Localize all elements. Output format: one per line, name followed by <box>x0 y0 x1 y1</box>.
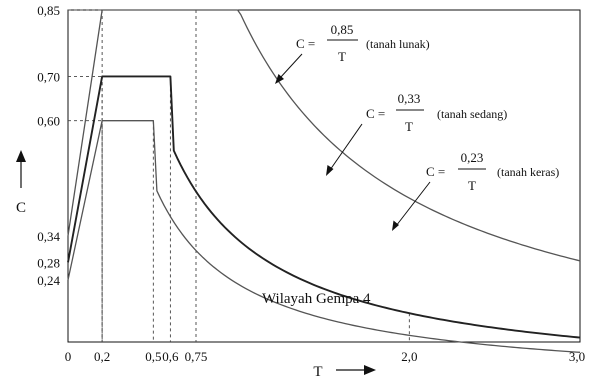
y-tick-label: 0,70 <box>37 69 60 84</box>
x-tick-label: 0,6 <box>162 349 179 364</box>
x-tick-labels: 0 0,2 0,5 0,6 0,75 2,0 3,0 <box>65 349 585 364</box>
pointer-arrow-keras-icon <box>392 181 431 231</box>
x-axis-label: T <box>313 364 322 380</box>
x-tick-label: 3,0 <box>569 349 585 364</box>
label-sedang-soil: (tanah sedang) <box>437 107 507 121</box>
y-tick-labels: 0,85 0,70 0,60 0,34 0,28 0,24 <box>37 3 60 288</box>
x-tick-label: 0,75 <box>185 349 208 364</box>
label-sedang: C = 0,33 T (tanah sedang) <box>366 91 507 134</box>
curve-keras <box>67 120 581 353</box>
label-lunak: C = 0,85 T (tanah lunak) <box>296 22 430 64</box>
label-sedang-numerator: 0,33 <box>398 91 421 106</box>
y-axis-label: C <box>16 200 26 216</box>
label-lunak-soil: (tanah lunak) <box>366 37 430 51</box>
guide-lines <box>68 9 410 342</box>
label-lunak-numerator: 0,85 <box>331 22 354 37</box>
label-keras: C = 0,23 T (tanah keras) <box>426 150 559 193</box>
label-keras-soil: (tanah keras) <box>497 165 559 179</box>
label-keras-numerator: 0,23 <box>461 150 484 165</box>
label-keras-denominator: T <box>468 178 476 193</box>
label-lunak-lhs: C = <box>296 36 315 51</box>
x-tick-label: 2,0 <box>401 349 417 364</box>
label-sedang-lhs: C = <box>366 106 385 121</box>
curve-sedang <box>67 75 581 339</box>
y-axis-arrow-icon <box>16 150 26 188</box>
y-tick-label: 0,34 <box>37 229 60 244</box>
pointer-arrow-lunak-icon <box>275 53 303 84</box>
y-tick-label: 0,28 <box>37 255 60 270</box>
y-tick-label: 0,60 <box>37 114 60 129</box>
x-tick-label: 0,5 <box>145 349 161 364</box>
x-tick-label: 0,2 <box>94 349 110 364</box>
x-axis-arrow-icon <box>336 365 376 375</box>
curve-lunak <box>67 9 581 262</box>
label-lunak-denominator: T <box>338 49 346 64</box>
y-tick-label: 0,85 <box>37 3 60 18</box>
label-keras-lhs: C = <box>426 164 445 179</box>
label-sedang-denominator: T <box>405 119 413 134</box>
plot-frame <box>67 9 581 343</box>
x-tick-label: 0 <box>65 349 72 364</box>
series-curves <box>67 9 581 353</box>
y-tick-label: 0,24 <box>37 273 60 288</box>
pointer-arrow-sedang-icon <box>326 123 363 176</box>
region-annotation: Wilayah Gempa 4 <box>262 291 371 307</box>
